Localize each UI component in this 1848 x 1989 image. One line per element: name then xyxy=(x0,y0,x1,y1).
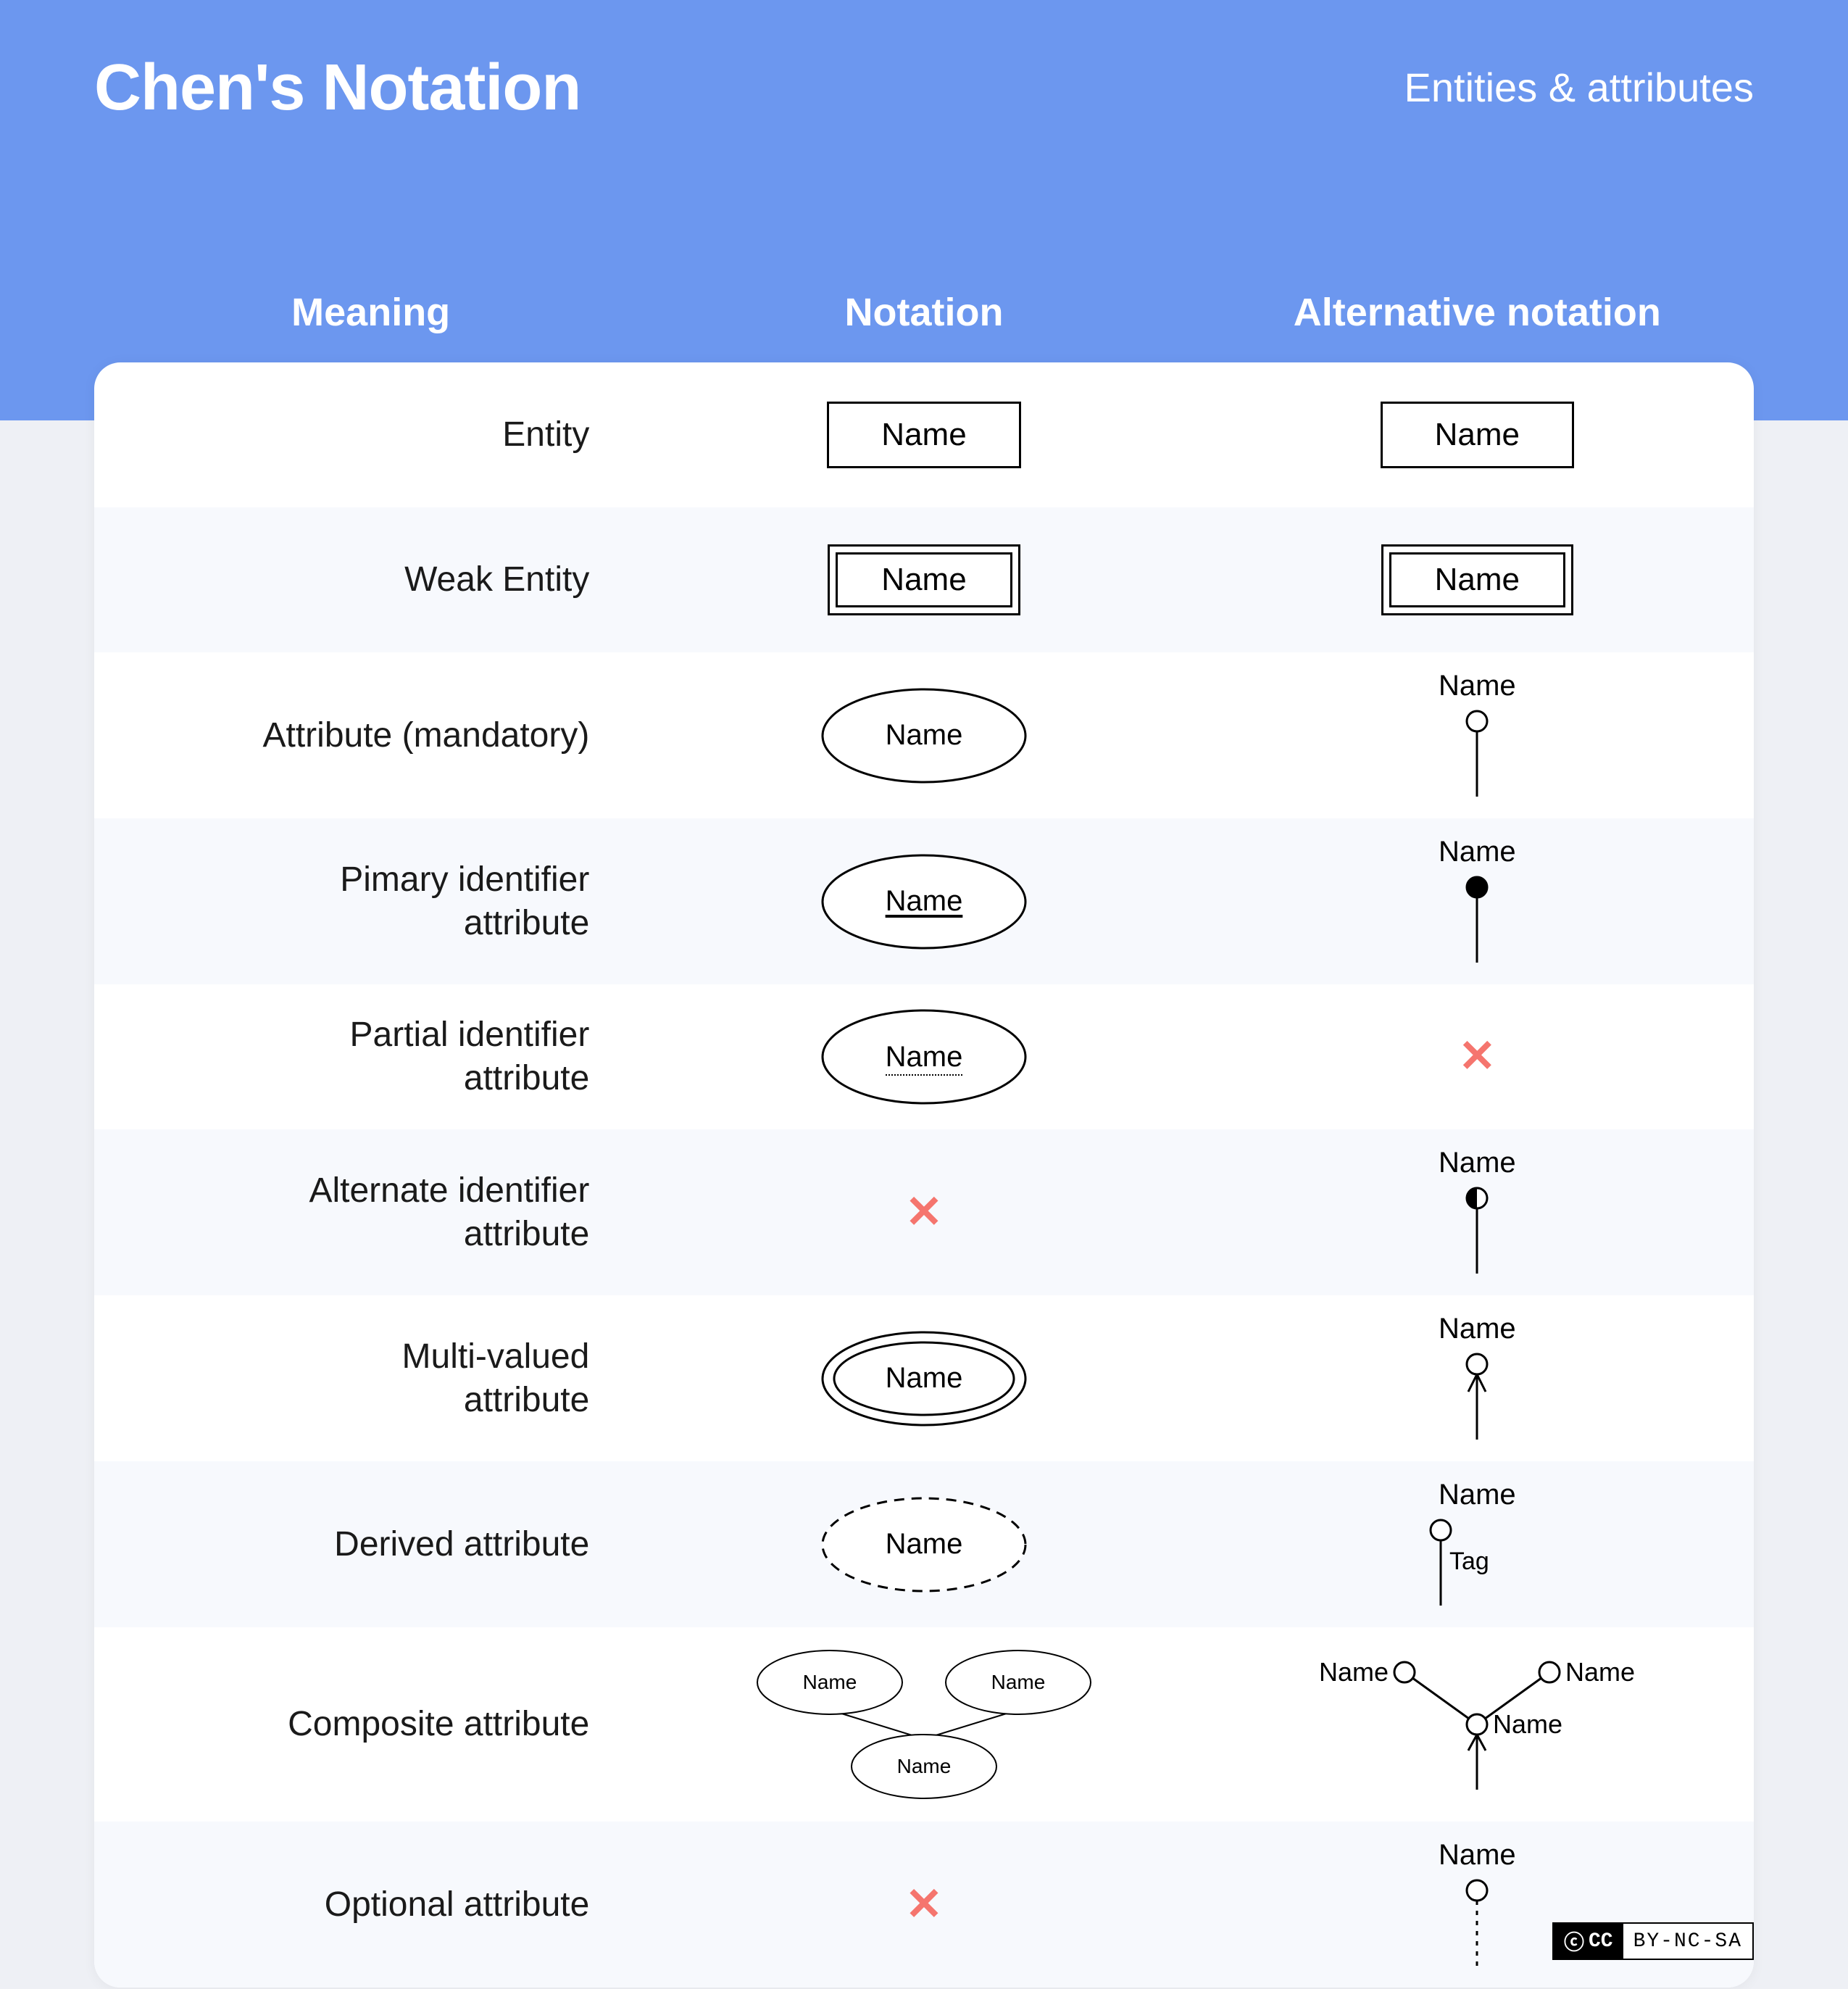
attribute-pin: Name xyxy=(1439,836,1516,967)
column-headers: Meaning Notation Alternative notation xyxy=(94,290,1754,335)
notation-table: Entity Name Name Weak Entity Name Name A… xyxy=(94,362,1754,1988)
table-row: Composite attribute Name Name Name Name … xyxy=(94,1627,1754,1822)
table-row: Multi-valuedattribute Name Name xyxy=(94,1295,1754,1461)
page-subtitle: Entities & attributes xyxy=(1404,64,1754,111)
row-meaning: Pimary identifierattribute xyxy=(94,858,647,945)
svg-text:Name: Name xyxy=(1493,1709,1562,1739)
attribute-pin: Name xyxy=(1439,670,1516,801)
row-meaning: Partial identifierattribute xyxy=(94,1013,647,1100)
row-notation: Name xyxy=(647,848,1200,955)
row-notation: ✕ xyxy=(647,1190,1200,1235)
row-alt-notation: Name Name Name xyxy=(1201,1645,1754,1804)
row-notation: Name xyxy=(647,1491,1200,1598)
table-row: Derived attribute Name Name Tag xyxy=(94,1461,1754,1627)
col-meaning: Meaning xyxy=(94,290,647,335)
row-meaning: Entity xyxy=(94,413,647,457)
row-alt-notation: Name xyxy=(1201,670,1754,801)
row-meaning: Weak Entity xyxy=(94,558,647,602)
svg-text:Name: Name xyxy=(1319,1657,1389,1687)
banner: Chen's Notation Entities & attributes xyxy=(0,0,1848,420)
attribute-pin: Name Tag xyxy=(1419,1479,1535,1610)
row-meaning: Alternate identifierattribute xyxy=(94,1169,647,1256)
row-alt-notation: Name xyxy=(1201,1147,1754,1278)
page-title: Chen's Notation xyxy=(94,51,580,125)
weak-entity-rect: Name xyxy=(1381,544,1573,615)
row-alt-notation: Name xyxy=(1201,1313,1754,1444)
cc-icon: ⓒ xyxy=(1564,1927,1584,1956)
svg-text:Tag: Tag xyxy=(1449,1548,1489,1575)
row-notation: ✕ xyxy=(647,1882,1200,1927)
svg-text:Name: Name xyxy=(803,1671,857,1693)
row-notation: Name xyxy=(647,544,1200,615)
attribute-ellipse: Name xyxy=(815,1491,1033,1598)
attribute-pin: Name xyxy=(1439,1147,1516,1278)
svg-text:Name: Name xyxy=(991,1671,1046,1693)
svg-text:Name: Name xyxy=(897,1755,952,1777)
col-notation: Notation xyxy=(647,290,1200,335)
composite-ellipses: Name Name Name xyxy=(736,1645,1112,1804)
row-meaning: Optional attribute xyxy=(94,1883,647,1927)
table-row: Partial identifierattribute Name ✕ xyxy=(94,984,1754,1129)
col-alt-notation: Alternative notation xyxy=(1201,290,1754,335)
row-meaning: Attribute (mandatory) xyxy=(94,714,647,757)
cross-icon: ✕ xyxy=(905,1190,943,1235)
row-meaning: Composite attribute xyxy=(94,1703,647,1746)
row-meaning: Derived attribute xyxy=(94,1523,647,1566)
row-notation: Name xyxy=(647,1325,1200,1432)
table-row: Optional attribute ✕ Name xyxy=(94,1822,1754,1988)
table-row: Weak Entity Name Name xyxy=(94,507,1754,652)
cross-icon: ✕ xyxy=(905,1882,943,1927)
attribute-pin: Name xyxy=(1439,1313,1516,1444)
table-row: Attribute (mandatory) Name Name xyxy=(94,652,1754,818)
row-alt-notation: Name xyxy=(1201,836,1754,967)
row-alt-notation: ✕ xyxy=(1201,1034,1754,1079)
entity-rect: Name xyxy=(1381,402,1574,468)
table-row: Alternate identifierattribute ✕ Name xyxy=(94,1129,1754,1295)
weak-entity-rect: Name xyxy=(828,544,1020,615)
attribute-ellipse: Name xyxy=(815,848,1033,955)
row-meaning: Multi-valuedattribute xyxy=(94,1335,647,1422)
cross-icon: ✕ xyxy=(1458,1034,1496,1079)
attribute-ellipse: Name xyxy=(815,1325,1033,1432)
attribute-pin: Name xyxy=(1439,1839,1516,1970)
attribute-ellipse: Name xyxy=(815,682,1033,789)
row-alt-notation: Name Tag xyxy=(1201,1479,1754,1610)
row-alt-notation: Name xyxy=(1201,402,1754,468)
svg-text:Name: Name xyxy=(1565,1657,1635,1687)
table-row: Entity Name Name xyxy=(94,362,1754,507)
row-notation: Name Name Name xyxy=(647,1645,1200,1804)
table-row: Pimary identifierattribute Name Name xyxy=(94,818,1754,984)
row-alt-notation: Name xyxy=(1201,544,1754,615)
composite-y: Name Name Name xyxy=(1310,1645,1644,1804)
row-notation: Name xyxy=(647,402,1200,468)
attribute-ellipse: Name xyxy=(815,1003,1033,1110)
entity-rect: Name xyxy=(827,402,1020,468)
page: Chen's Notation Entities & attributes Me… xyxy=(0,0,1848,1989)
license-badge: ⓒCC BY-NC-SA xyxy=(1552,1922,1754,1960)
row-notation: Name xyxy=(647,1003,1200,1110)
row-notation: Name xyxy=(647,682,1200,789)
